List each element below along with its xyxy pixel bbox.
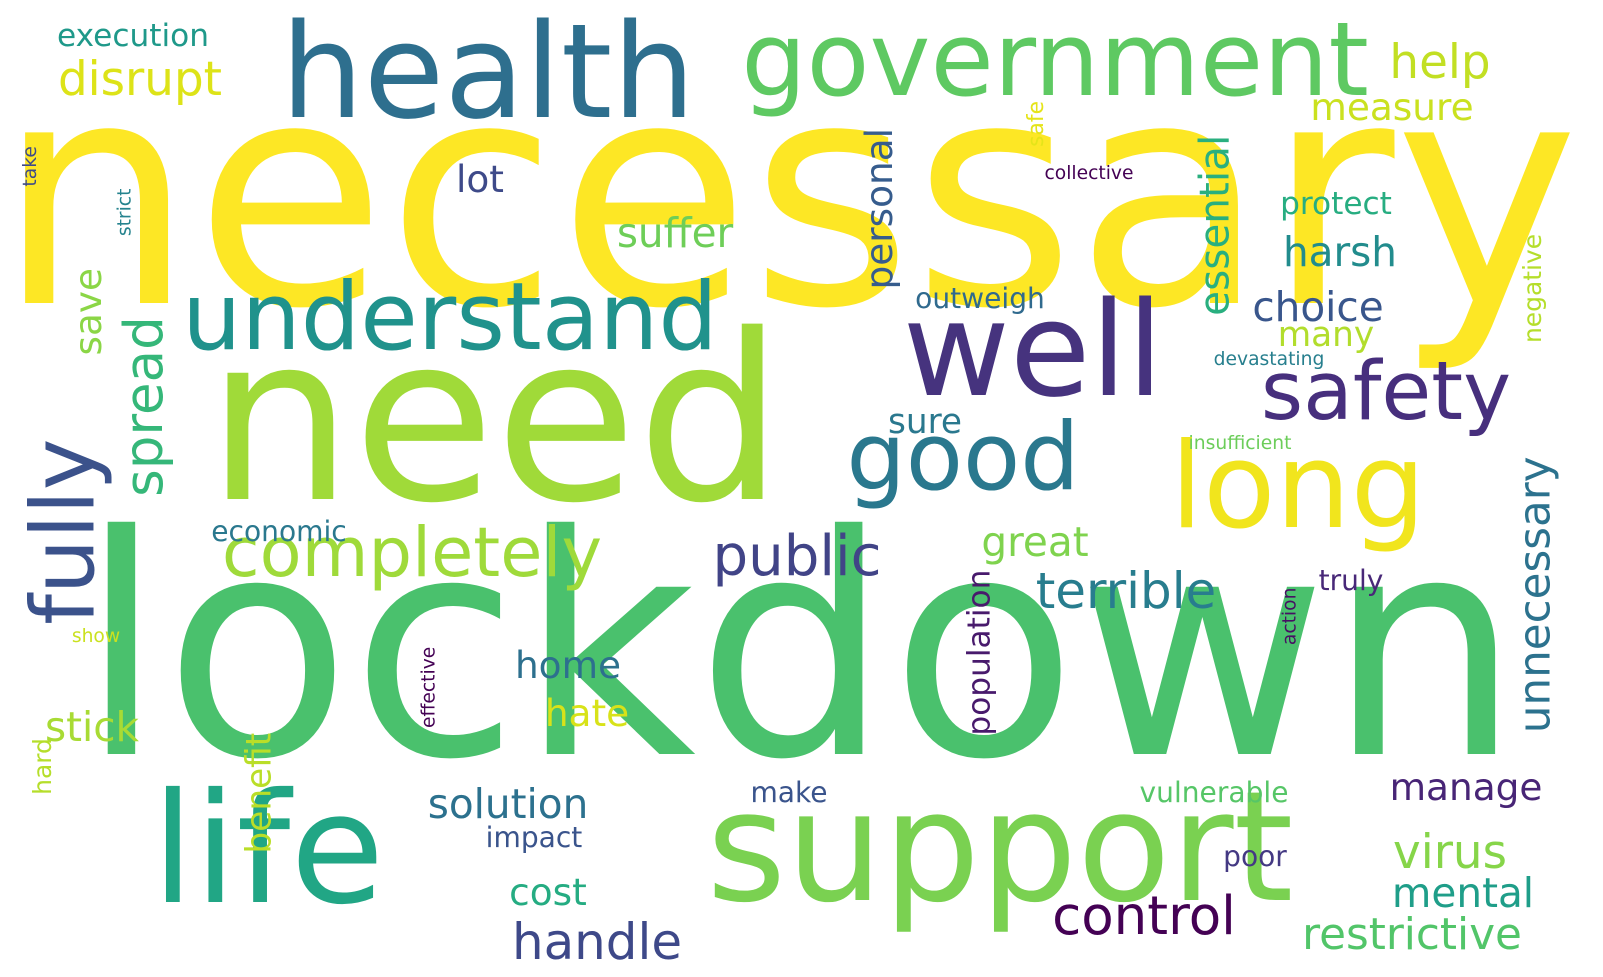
word-hard: hard [27,737,57,795]
word-unnecessary: unnecessary [1509,456,1561,734]
word-devastating: devastating [1213,348,1325,370]
word-well: well [902,273,1164,427]
word-necessary: necessary [0,13,1580,377]
word-truly: truly [1318,563,1384,597]
word-personal: personal [857,128,902,290]
word-health: health [280,0,696,149]
word-action: action [1279,587,1301,645]
word-virus: virus [1393,825,1507,880]
word-protect: protect [1280,186,1392,223]
word-terrible: terrible [1035,562,1217,621]
word-support: support [706,758,1294,937]
word-make: make [750,775,828,809]
word-negative: negative [1518,233,1548,343]
word-population: population [961,570,998,736]
word-insufficient: insufficient [1188,432,1292,454]
word-public: public [712,523,882,589]
word-outweigh: outweigh [915,281,1045,315]
word-fully: fully [12,438,115,626]
word-benefit: benefit [238,732,279,854]
word-lot: lot [456,157,504,202]
word-mental: mental [1391,868,1535,917]
word-measure: measure [1310,85,1474,130]
word-vulnerable: vulnerable [1139,775,1289,809]
word-lockdown: lockdown [78,471,1522,828]
word-show: show [71,625,121,647]
word-solution: solution [427,779,589,828]
word-understand: understand [182,263,718,373]
word-need: need [206,285,784,554]
word-impact: impact [485,820,583,854]
word-cost: cost [509,870,587,915]
word-effective: effective [418,646,440,728]
word-disrupt: disrupt [57,52,223,107]
word-life: life [151,760,385,939]
word-collective: collective [1044,162,1134,184]
word-handle: handle [511,913,683,972]
word-safe: safe [1024,101,1050,147]
word-save: save [66,268,111,356]
word-hate: hate [544,691,630,736]
word-take: take [19,145,41,187]
word-government: government [741,0,1369,120]
word-suffer: suffer [616,208,734,257]
word-safety: safety [1260,345,1512,440]
word-sure: sure [887,401,963,442]
word-restrictive: restrictive [1302,909,1522,961]
word-long: long [1170,416,1426,555]
word-execution: execution [57,18,209,55]
word-spread: spread [112,316,175,498]
word-home: home [514,643,622,688]
word-stick: stick [44,702,140,751]
word-many: many [1277,314,1375,355]
word-economic: economic [211,514,347,548]
word-harsh: harsh [1282,227,1398,276]
word-essential: essential [1190,134,1239,316]
word-help: help [1389,35,1491,90]
word-manage: manage [1389,765,1543,810]
word-strict: strict [114,188,136,236]
word-great: great [981,517,1089,566]
word-choice: choice [1252,282,1384,331]
word-completely: completely [221,512,603,593]
word-good: good [846,403,1080,513]
word-control: control [1052,885,1236,948]
word-poor: poor [1223,839,1287,873]
